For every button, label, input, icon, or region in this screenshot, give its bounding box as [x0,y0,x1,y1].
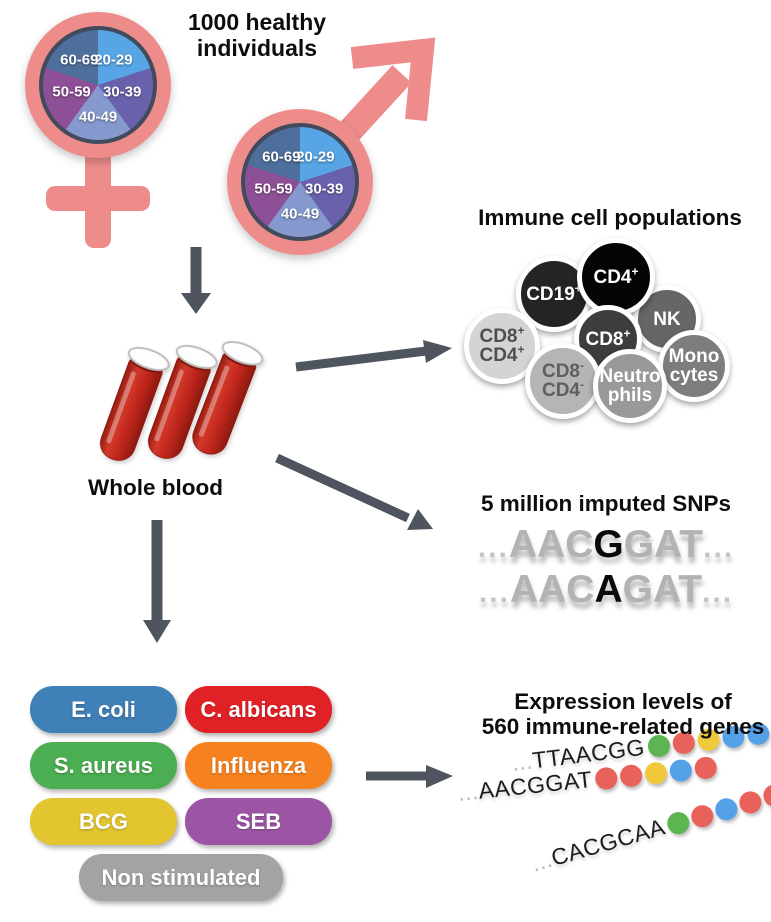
immune-cell-line: Neutro [599,366,661,387]
snp-text: AAC [508,523,594,566]
immune-cell-label: CD8+ CD4+ [479,323,525,366]
expression-dot-green [664,809,692,837]
immune-cell-line: CD4+ [479,342,525,366]
age-group-label: 40-49 [280,205,320,223]
immune-cell-label: Neutro phils [599,367,660,405]
expression-dot-yellow [643,760,668,785]
expression-title: Expression levels of 560 immune-related … [458,689,771,739]
female-circle: 20-29 30-39 40-49 50-59 60-69 [25,12,171,158]
age-group-label: 20-29 [296,148,335,166]
snp-allele: A [594,568,623,611]
age-group-label: 30-39 [103,83,142,101]
expression-dot-red [688,802,716,830]
expression-title-line2: 560 immune-related genes [481,714,765,739]
immune-cell-neutro: Neutro phils [593,349,667,423]
snp-text: AAC [509,568,595,611]
cohort-title-line1: 1000 healthy [187,9,327,35]
sequence-text: CACGCAA [548,813,669,871]
female-crossbar [46,186,150,211]
immune-cell-line: CD4+ [593,264,639,288]
snp-sequence: ...AACAGAT... [436,569,771,614]
age-group-label: 20-29 [94,51,133,69]
sequence-text: AACGGAT [477,765,594,804]
stimulus-pill-influenza: Influenza [185,742,332,789]
immune-cell-mono: Mono cytes [658,330,730,402]
immune-cell-label: CD8- CD4- [541,358,584,401]
immune-cell-cd8cd4n: CD8- CD4- [525,343,601,419]
snp-ellipsis: ... [477,531,509,564]
expression-dot-blue [712,795,740,823]
snp-allele: G [593,523,624,566]
snp-ellipsis: ... [702,576,734,609]
snp-text: GAT [622,568,703,611]
snp-ellipsis: ... [703,531,735,564]
snp-sequences: ...AACGGAT... ...AACAGAT... [436,524,771,614]
stimulus-pill-bcg: BCG [30,798,177,845]
stimulus-pill-calbicans: C. albicans [185,686,332,733]
age-group-label: 60-69 [60,51,99,69]
immune-cell-label: Mono cytes [669,347,720,385]
snp-ellipsis: ... [478,576,510,609]
age-group-label: 50-59 [254,180,293,198]
expression-dot-red [760,781,771,809]
immune-cell-line: phils [607,385,653,406]
age-group-label: 30-39 [305,180,344,198]
snp-sequence: ...AACGGAT... [436,524,771,569]
immune-cell-line: cytes [669,365,719,386]
stimulus-pill-seb: SEB [185,798,332,845]
snps-title: 5 million imputed SNPs [480,491,732,516]
stimulus-pill-ecoli: E. coli [30,686,177,733]
cohort-title: 1000 healthy individuals [172,9,342,61]
expression-dot-red [693,755,718,780]
immune-cell-line: NK [653,308,681,330]
expression-dot-red [594,765,619,791]
immune-cell-label: CD4+ [593,264,639,288]
immune-cell-line: CD8- [541,358,584,382]
age-group-label: 50-59 [52,83,91,101]
stimuli-group: E. coli C. albicans S. aureus Influenza BCG S… [30,686,332,901]
immune-cell-line: CD8+ [585,326,631,350]
expression-dot-red [736,788,764,816]
immune-cell-line: Mono [668,346,720,367]
age-group-label: 40-49 [78,108,118,126]
age-group-label: 60-69 [262,148,301,166]
expression-dot-red [618,763,644,788]
expression-dot-blue [668,758,693,783]
sequence-ellipsis: ... [456,777,480,806]
expression-title-line1: Expression levels of [514,689,732,714]
snp-text: GAT [623,523,704,566]
stimulus-pill-saureus: S. aureus [30,742,177,789]
whole-blood-label: Whole blood [88,475,223,500]
cohort-title-line2: individuals [196,35,318,61]
immune-cell-line: CD4- [541,377,584,401]
immune-cell-line: CD8+ [479,323,525,347]
immune-cell-label: NK [653,310,680,329]
immune-cell-label: CD8+ [585,326,631,350]
stimulus-pill-nonstim: Non stimulated [79,854,283,901]
immune-title: Immune cell populations [478,205,742,230]
age-pie: 20-29 30-39 40-49 50-59 60-69 [39,26,157,144]
